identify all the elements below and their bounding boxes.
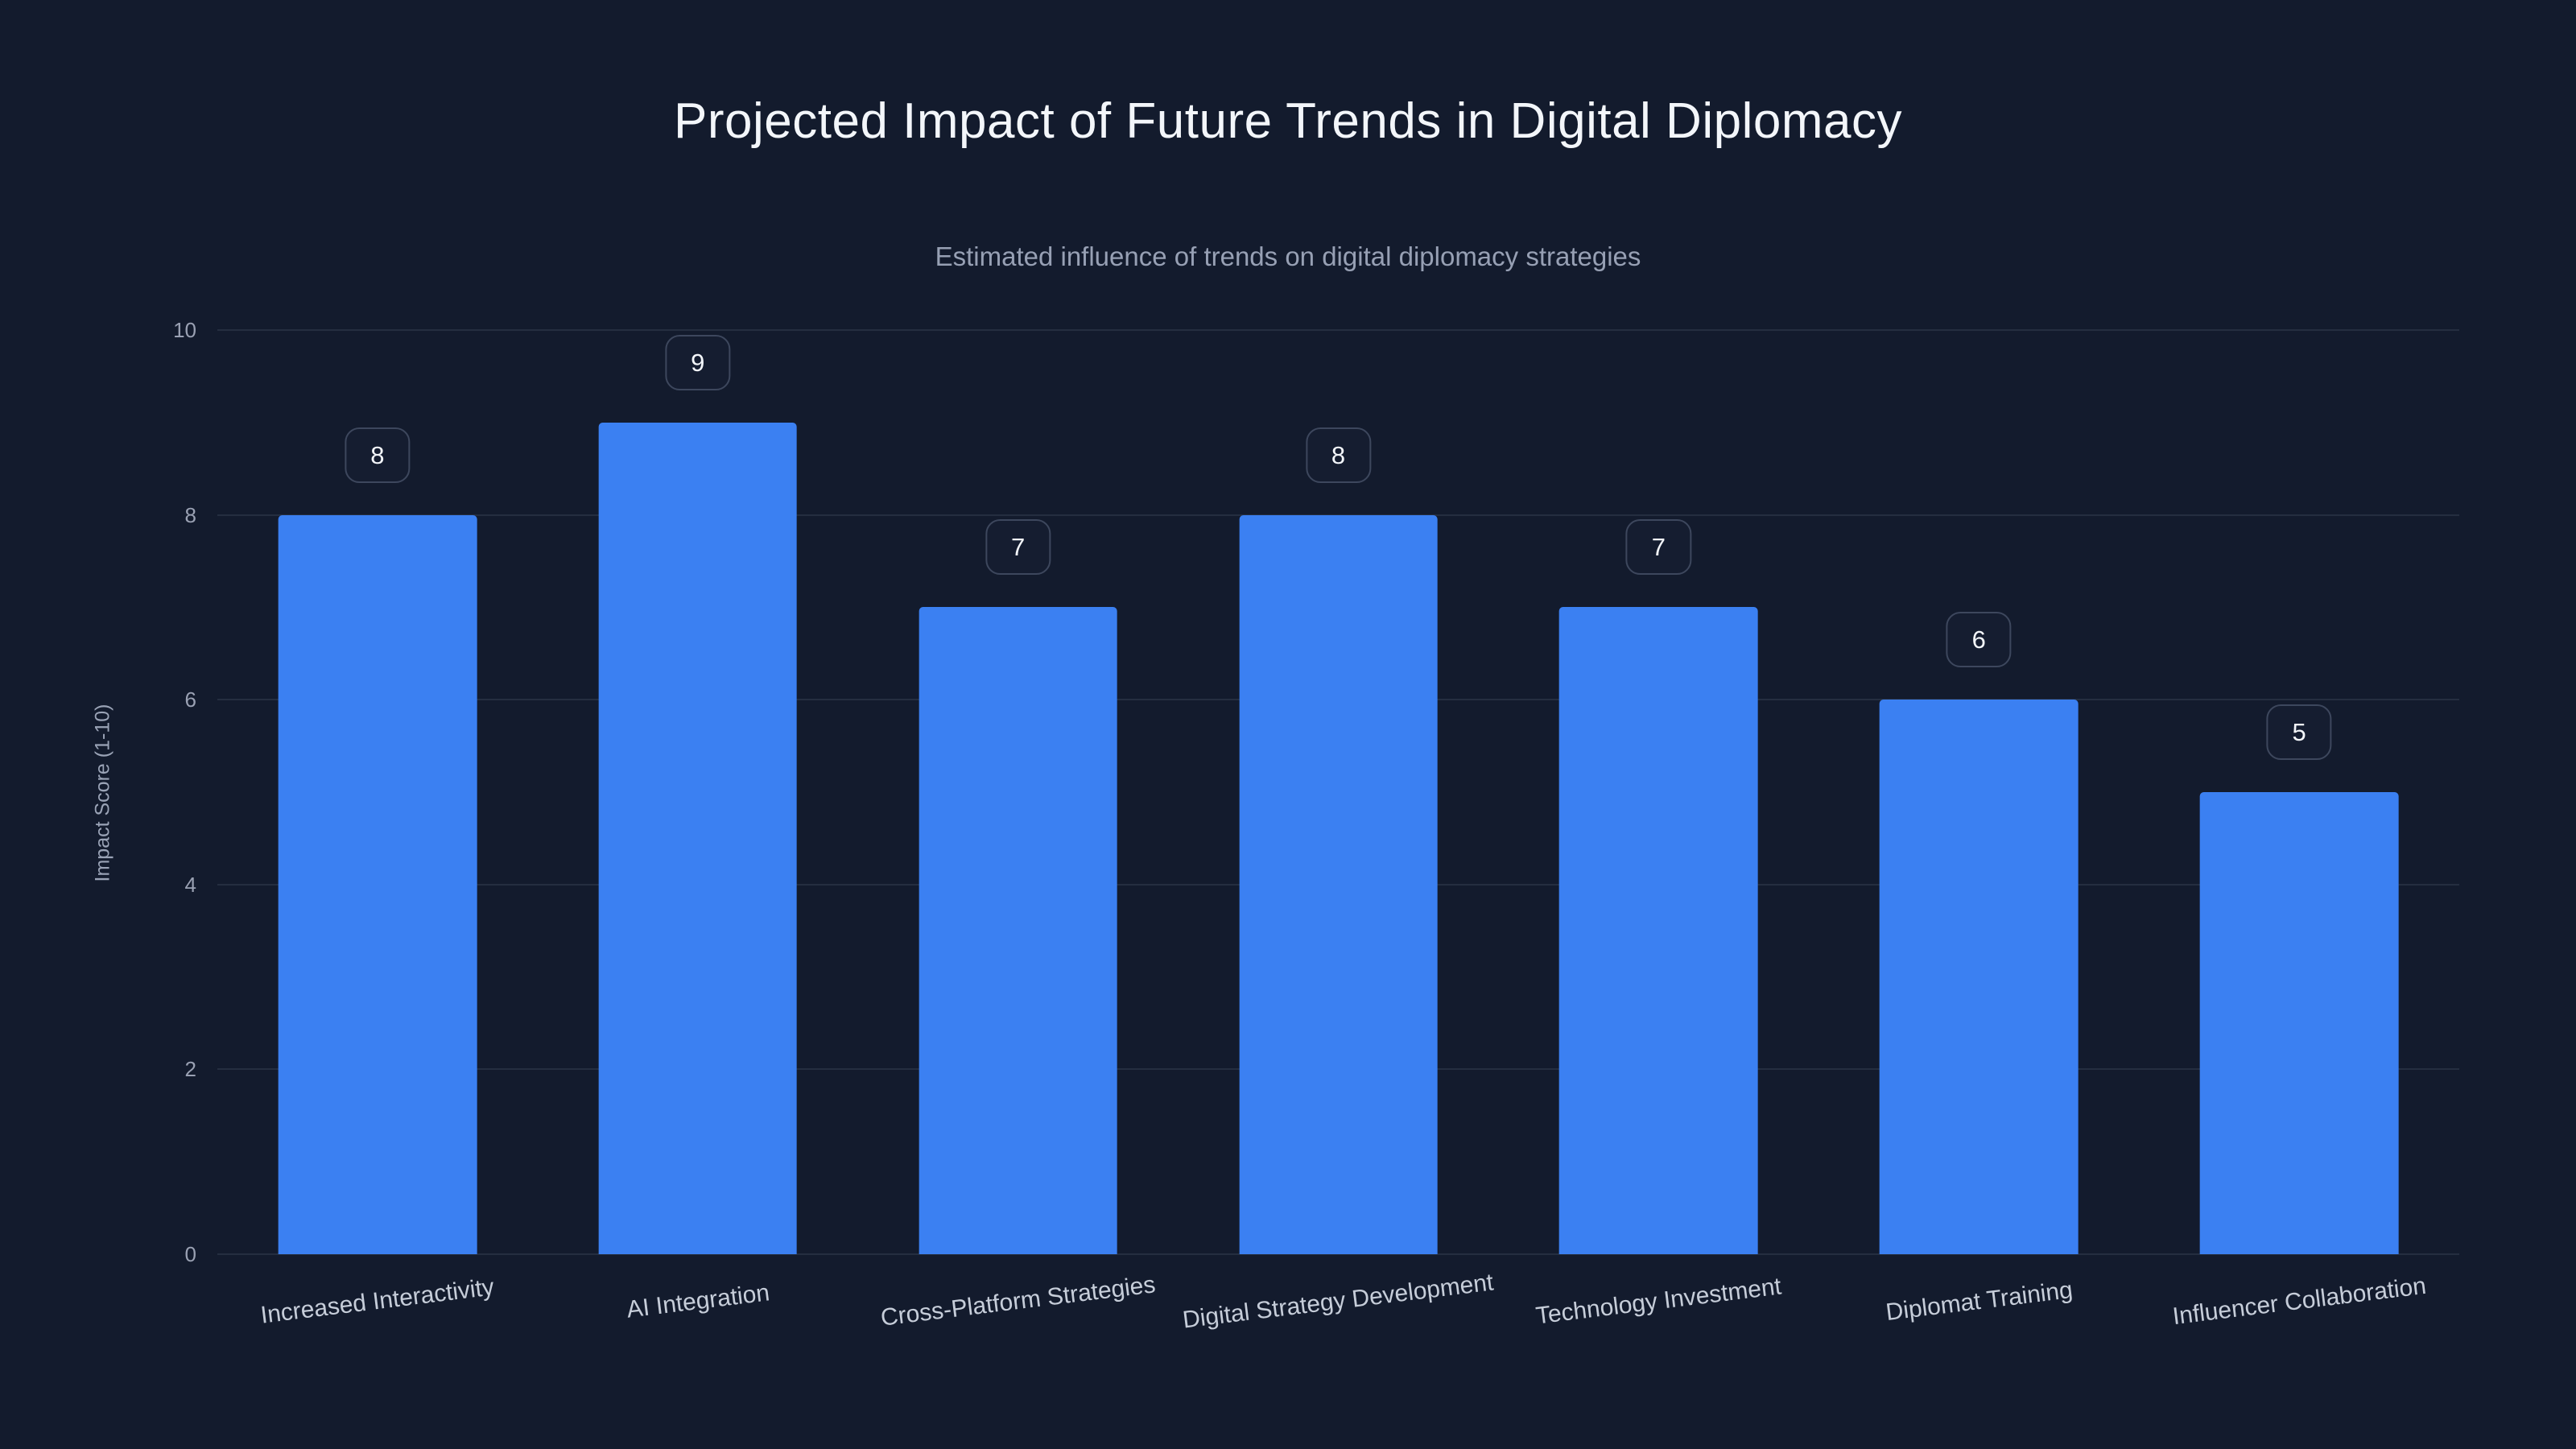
bar-increased-interactivity[interactable] — [278, 514, 477, 1254]
bar-slots: 8 9 7 8 7 6 5 — [217, 330, 2459, 1254]
bar-slot: 8 — [1179, 330, 1499, 1254]
x-axis-label: Technology Investment — [1534, 1273, 1783, 1330]
bar-value-badge: 6 — [1946, 612, 2012, 668]
x-label-cell: Cross-Platform Strategies — [858, 1271, 1179, 1331]
x-axis-labels: Increased Interactivity AI Integration Cro… — [217, 1269, 2459, 1333]
bar-slot: 5 — [2139, 330, 2459, 1254]
bar-technology-investment[interactable] — [1559, 607, 1758, 1254]
x-label-cell: Influencer Collaboration — [2139, 1273, 2459, 1330]
bar-value-badge: 7 — [985, 519, 1051, 576]
plot-area: 0 2 4 6 8 10 8 9 7 8 7 6 5 Increased Interactivity A… — [173, 320, 2459, 1334]
bar-digital-strategy-development[interactable] — [1239, 514, 1438, 1254]
bar-value-badge: 8 — [345, 427, 411, 483]
y-tick-label: 6 — [184, 687, 196, 712]
y-axis-title: Impact Score (1-10) — [91, 704, 114, 882]
bar-influencer-collaboration[interactable] — [2199, 792, 2399, 1254]
bar-slot: 7 — [858, 330, 1179, 1254]
x-label-cell: Increased Interactivity — [217, 1274, 538, 1328]
x-label-cell: Diplomat Training — [1818, 1277, 2139, 1326]
bar-slot: 6 — [1818, 330, 2139, 1254]
chart-title: Projected Impact of Future Trends in Dig… — [674, 93, 1902, 149]
bar-value-badge: 5 — [2266, 704, 2332, 760]
bar-value-badge: 8 — [1305, 427, 1372, 483]
x-axis-label: Digital Strategy Development — [1181, 1269, 1496, 1334]
y-tick-label: 2 — [184, 1057, 196, 1082]
bar-ai-integration[interactable] — [598, 422, 798, 1254]
gridline — [217, 329, 2459, 331]
x-axis-label: Diplomat Training — [1884, 1276, 2074, 1327]
gridline — [217, 1253, 2459, 1255]
bar-value-badge: 7 — [1625, 519, 1691, 576]
y-tick-label: 8 — [184, 502, 196, 527]
x-axis-label: Influencer Collaboration — [2170, 1272, 2428, 1331]
bar-slot: 8 — [217, 330, 538, 1254]
x-label-cell: Technology Investment — [1498, 1273, 1818, 1329]
bar-cross-platform-strategies[interactable] — [919, 607, 1117, 1254]
bar-value-badge: 9 — [665, 334, 731, 390]
y-tick-label: 0 — [184, 1242, 196, 1266]
bar-slot: 7 — [1498, 330, 1818, 1254]
bar-diplomat-training[interactable] — [1879, 700, 2079, 1254]
x-axis-label: Increased Interactivity — [259, 1274, 496, 1329]
chart-subtitle: Estimated influence of trends on digital… — [935, 242, 1641, 271]
x-label-cell: Digital Strategy Development — [1179, 1269, 1499, 1333]
x-axis-label: AI Integration — [625, 1279, 771, 1323]
y-tick-label: 4 — [184, 872, 196, 897]
x-axis-label: Cross-Platform Strategies — [879, 1271, 1158, 1331]
bar-slot: 9 — [538, 330, 858, 1254]
x-label-cell: AI Integration — [538, 1279, 858, 1323]
y-tick-label: 10 — [173, 318, 196, 342]
